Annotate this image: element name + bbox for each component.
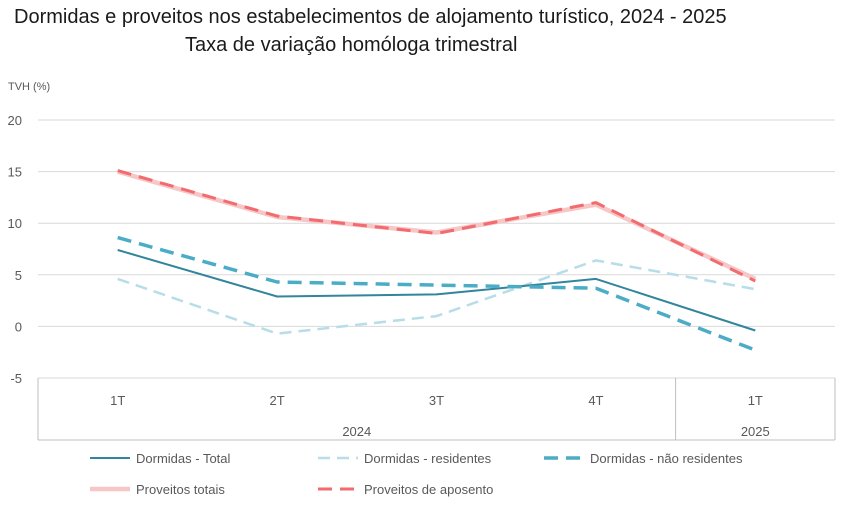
x-tick-label: 1T [748, 393, 763, 408]
legend: Dormidas - Total Dormidas - residentes Dor… [90, 451, 743, 497]
y-tick-label: 15 [8, 165, 22, 180]
grid [38, 119, 835, 379]
series-line [117, 169, 756, 283]
x-tick-label: 4T [588, 393, 603, 408]
y-tick-label: -5 [10, 371, 22, 386]
x-tick-label: 2T [270, 393, 285, 408]
x-group-label: 2024 [342, 424, 371, 439]
series-line [117, 249, 756, 332]
legend-label: Proveitos totais [136, 482, 225, 497]
series-line [117, 235, 756, 352]
x-group-label: 2025 [741, 424, 770, 439]
x-tick-label: 3T [429, 393, 444, 408]
legend-label: Proveitos de aposento [364, 482, 493, 497]
legend-label: Dormidas - Total [136, 451, 231, 466]
y-tick-label: 10 [8, 216, 22, 231]
y-tick-label: 0 [15, 319, 22, 334]
axes: 20 15 10 5 0 -5 1T 2T 3T 4T 1T 2024 2025 [8, 113, 836, 441]
legend-label: Dormidas - não residentes [590, 451, 743, 466]
chart-title: Dormidas e proveitos nos estabelecimento… [14, 6, 727, 28]
legend-label: Dormidas - residentes [364, 451, 492, 466]
y-tick-label: 20 [8, 113, 22, 128]
y-axis-label: TVH (%) [8, 81, 50, 93]
series-line [117, 259, 756, 335]
y-tick-label: 5 [15, 268, 22, 283]
x-tick-label: 1T [110, 393, 125, 408]
chart-subtitle: Taxa de variação homóloga trimestral [185, 34, 518, 56]
series-lines [117, 169, 757, 352]
